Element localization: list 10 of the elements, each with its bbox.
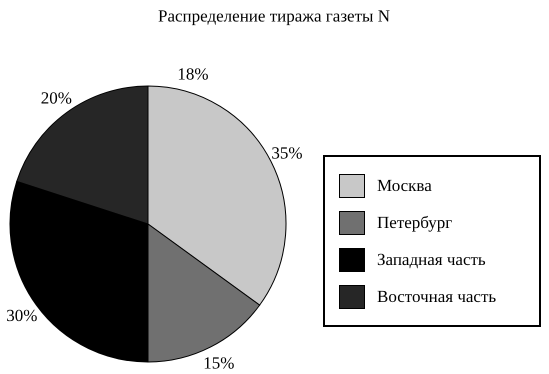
chart-title: Распределение тиража газеты N [158, 6, 390, 26]
legend-label: Западная часть [377, 250, 486, 270]
data-label: 35% [271, 144, 303, 163]
data-label: 20% [40, 88, 72, 108]
text: 18% [177, 64, 209, 84]
data-label: 15% [203, 353, 234, 372]
data-label: 30% [6, 306, 38, 326]
legend-label: Москва [377, 176, 432, 196]
legend-label: Восточная часть [377, 286, 496, 306]
legend-label: Петербург [377, 212, 452, 232]
